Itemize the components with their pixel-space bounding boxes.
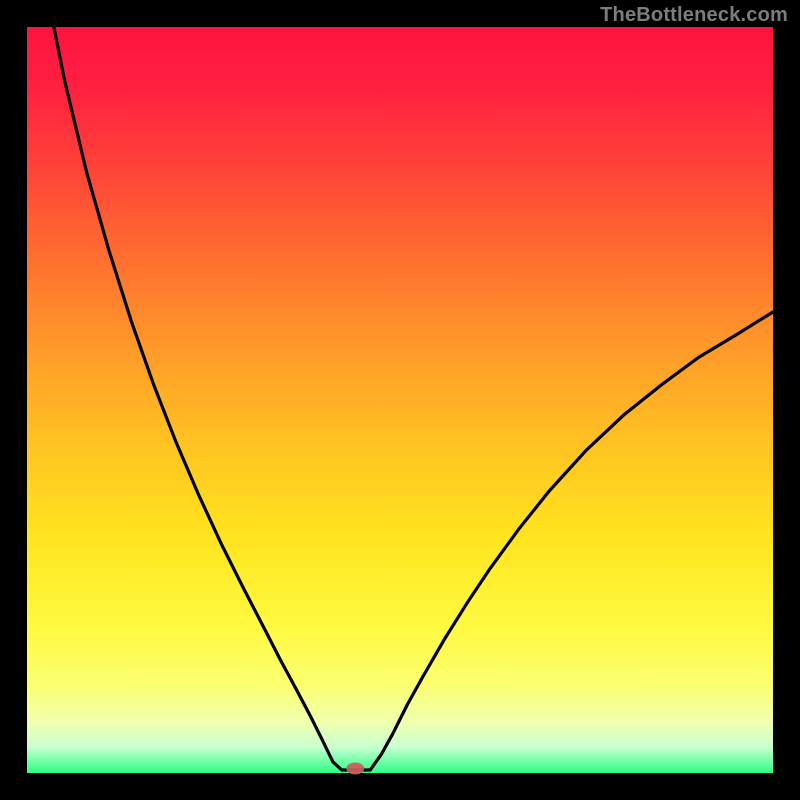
chart-background — [27, 27, 773, 773]
watermark-text: TheBottleneck.com — [600, 4, 788, 27]
bottleneck-chart — [0, 0, 800, 800]
optimal-point-marker — [346, 763, 364, 775]
